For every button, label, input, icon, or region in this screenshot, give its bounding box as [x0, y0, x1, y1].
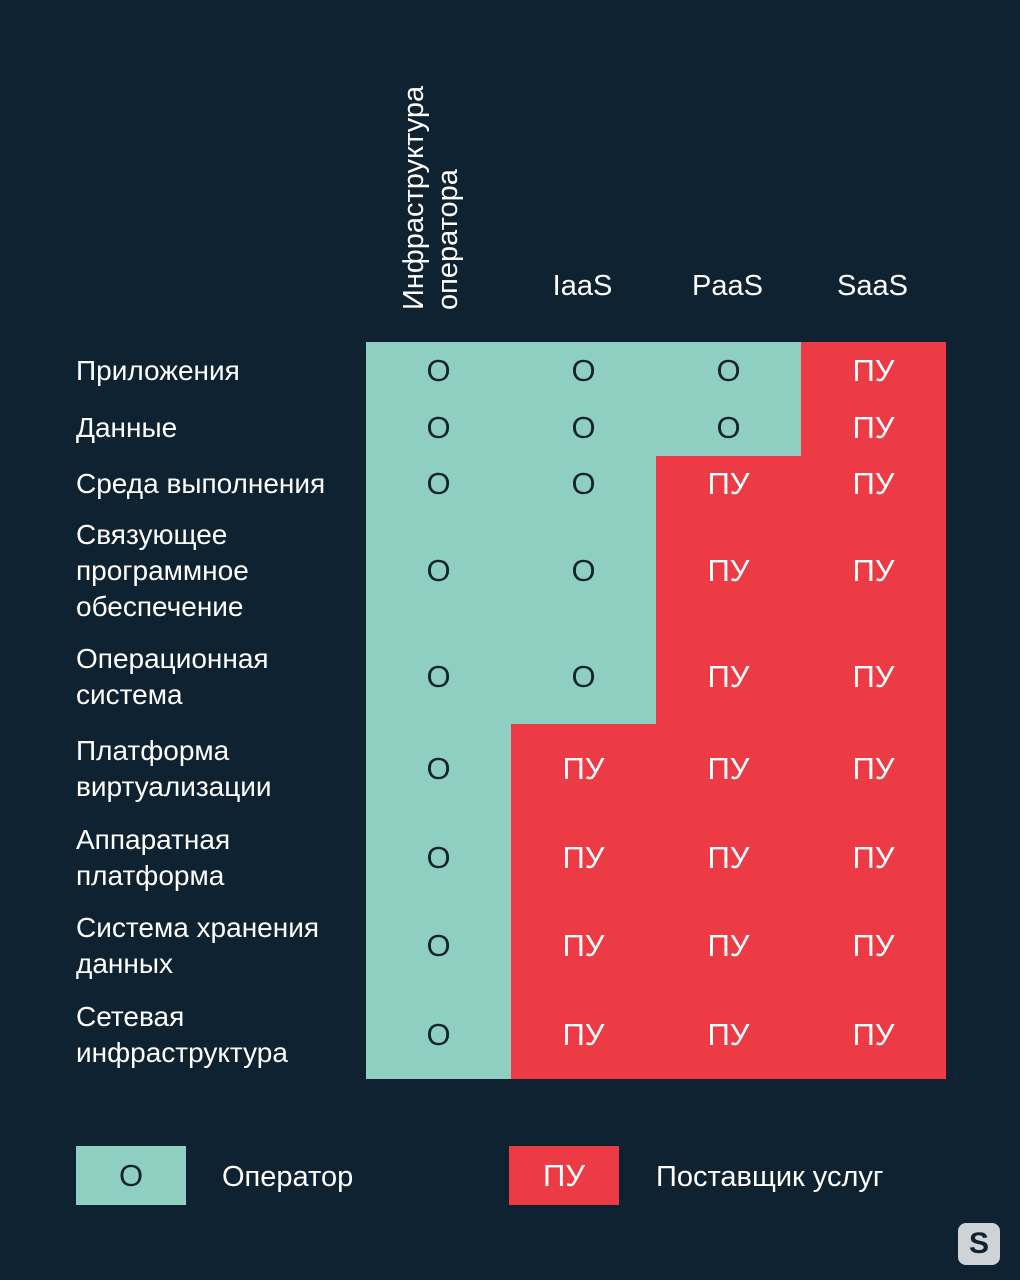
matrix-cell: О [511, 342, 656, 400]
matrix-cell: ПУ [801, 456, 946, 512]
legend-provider-label: Поставщик услуг [656, 1161, 884, 1193]
matrix-cell: ПУ [656, 990, 801, 1079]
matrix-cell: ПУ [511, 724, 656, 813]
column-header-saas: SaaS [837, 270, 908, 302]
row-label-data: Данные [76, 412, 178, 443]
matrix-cell: О [656, 400, 801, 456]
matrix-cell: О [366, 902, 511, 990]
matrix-cell: ПУ [801, 813, 946, 902]
s-logo-icon: S [958, 1223, 1000, 1265]
row-label-applications: Приложения [76, 355, 240, 386]
matrix-cell: ПУ [511, 990, 656, 1079]
legend-operator-swatch: О [76, 1146, 186, 1205]
matrix-cell: ПУ [801, 400, 946, 456]
responsibility-matrix: О О О ПУ О О О ПУ О О ПУ ПУ О О ПУ ПУ О … [366, 342, 946, 1079]
matrix-cell: ПУ [801, 902, 946, 990]
matrix-cell: ПУ [801, 512, 946, 630]
matrix-cell: О [366, 813, 511, 902]
matrix-cell: ПУ [801, 990, 946, 1079]
row-label-network: Сетевая инфраструктура [76, 1000, 288, 1068]
matrix-cell: О [366, 512, 511, 630]
column-header-label: Инфраструктура оператора [398, 85, 464, 310]
matrix-cell: ПУ [656, 456, 801, 512]
row-label-virtualization: Платформа виртуализации [76, 734, 272, 802]
column-header-iaas: IaaS [552, 270, 613, 302]
matrix-cell: О [511, 400, 656, 456]
column-header-paas: PaaS [692, 270, 763, 302]
matrix-cell: ПУ [656, 512, 801, 630]
matrix-cell: ПУ [656, 724, 801, 813]
matrix-cell: ПУ [511, 813, 656, 902]
matrix-cell: О [656, 342, 801, 400]
matrix-cell: О [366, 456, 511, 512]
matrix-cell: О [366, 990, 511, 1079]
matrix-cell: О [366, 724, 511, 813]
matrix-cell: О [511, 630, 656, 724]
matrix-cell: О [511, 512, 656, 630]
matrix-cell: О [366, 342, 511, 400]
matrix-cell: ПУ [656, 902, 801, 990]
matrix-cell: О [366, 400, 511, 456]
matrix-cell: ПУ [656, 630, 801, 724]
row-label-middleware: Связующее программное обеспечение [76, 519, 249, 622]
matrix-cell: О [366, 630, 511, 724]
matrix-cell: О [511, 456, 656, 512]
matrix-cell: ПУ [801, 630, 946, 724]
row-label-storage: Система хранения данных [76, 912, 319, 979]
row-label-hardware: Аппаратная платформа [76, 823, 231, 891]
column-header-operator-infra: Инфраструктура оператора [395, 60, 475, 310]
matrix-cell: ПУ [801, 342, 946, 400]
row-label-runtime: Среда выполнения [76, 468, 326, 499]
matrix-cell: ПУ [801, 724, 946, 813]
row-label-os: Операционная система [76, 643, 269, 710]
legend-operator-label: Оператор [222, 1161, 354, 1193]
matrix-cell: ПУ [511, 902, 656, 990]
matrix-cell: ПУ [656, 813, 801, 902]
legend-provider-swatch: ПУ [509, 1146, 619, 1205]
